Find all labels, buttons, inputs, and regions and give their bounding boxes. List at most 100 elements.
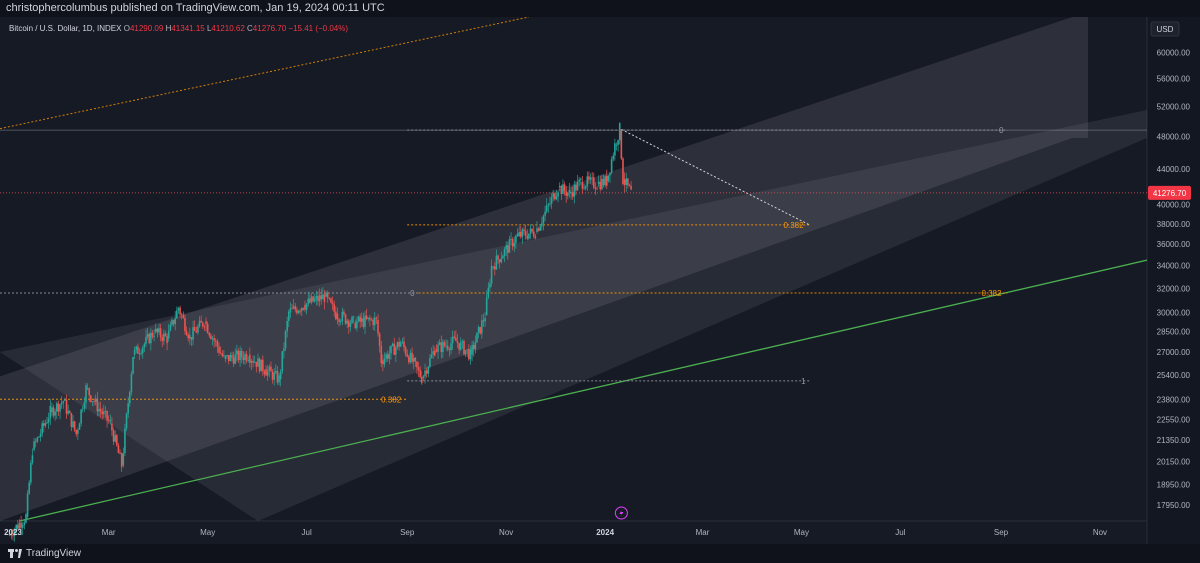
candle-body	[141, 347, 144, 354]
x-tick-label: Jul	[895, 528, 905, 537]
candle-body	[484, 318, 486, 322]
candle-body	[116, 435, 118, 446]
candle-body	[111, 423, 113, 431]
candle-body	[309, 298, 311, 303]
candle-body	[494, 266, 496, 270]
candle-body	[612, 155, 615, 160]
fib-level-label: 0.382	[981, 289, 1002, 298]
candle-body	[214, 340, 217, 342]
candle-body	[135, 346, 138, 351]
candle-body	[13, 529, 16, 536]
candle-body	[145, 336, 147, 344]
candle-body	[445, 345, 447, 347]
candle-body	[570, 192, 572, 194]
candle-body	[524, 231, 527, 236]
candle-body	[23, 522, 26, 526]
candle-body	[610, 159, 613, 173]
candle-body	[618, 123, 621, 141]
candle-body	[596, 188, 598, 190]
candle-body	[43, 423, 45, 426]
candle-body	[562, 184, 564, 194]
tradingview-brand: TradingView	[26, 548, 82, 559]
candle-body	[210, 335, 212, 340]
candle-body	[289, 308, 292, 313]
change-value: −15.41 (−0.04%)	[288, 24, 349, 33]
candle-body	[39, 433, 42, 437]
candle-body	[291, 308, 293, 310]
price-chart[interactable]: 0 0.382 0 0.382 0.382 1 60000.00 56000.00 52000.…	[0, 17, 1200, 544]
candle-body	[104, 410, 107, 412]
candle-body	[206, 324, 209, 334]
candle-body	[60, 402, 63, 405]
open-value: 41290.09	[129, 24, 164, 33]
candle-body	[614, 143, 616, 156]
candle-body	[268, 366, 271, 371]
x-tick-label: 2023	[4, 528, 22, 537]
candle-body	[163, 333, 165, 341]
y-tick-label: 52000.00	[1157, 102, 1191, 111]
candle-body	[180, 314, 183, 316]
candle-body	[117, 445, 120, 454]
candle-body	[526, 235, 529, 239]
candle-body	[125, 413, 128, 429]
y-tick-label: 17950.00	[1157, 501, 1191, 510]
candle-body	[472, 345, 475, 350]
candle-body	[33, 441, 35, 450]
candle-body	[513, 242, 516, 247]
candle-body	[453, 336, 456, 338]
tradingview-logo[interactable]: TradingView	[8, 544, 81, 563]
candle-body	[557, 192, 559, 197]
symbol-name[interactable]: Bitcoin / U.S. Dollar, 1D, INDEX	[9, 24, 122, 33]
footer-bar: TradingView	[0, 544, 1200, 563]
candle-body	[34, 441, 37, 443]
candle-body	[490, 266, 493, 284]
y-tick-label: 34000.00	[1157, 262, 1191, 271]
candle-body	[563, 184, 566, 192]
candle-body	[528, 233, 530, 239]
candle-body	[101, 411, 104, 415]
candle-body	[85, 385, 87, 403]
candle-body	[581, 181, 584, 189]
candle-body	[549, 203, 551, 205]
candle-body	[427, 366, 430, 374]
candle-body	[437, 344, 439, 352]
candle-body	[567, 192, 569, 196]
candle-body	[174, 318, 177, 325]
green-trendline	[19, 259, 1148, 522]
candle-body	[591, 177, 593, 179]
candle-body	[124, 428, 126, 454]
ohlc-legend: Bitcoin / U.S. Dollar, 1D, INDEX O41290.…	[9, 24, 348, 33]
candle-body	[411, 352, 413, 362]
candle-body	[240, 350, 243, 358]
candle-body	[537, 228, 540, 231]
candle-body	[30, 462, 32, 483]
candle-body	[461, 341, 464, 343]
candle-body	[463, 341, 465, 355]
candle-body	[38, 436, 40, 438]
candles	[8, 122, 632, 542]
y-tick-label: 56000.00	[1157, 75, 1191, 84]
candle-body	[31, 455, 34, 463]
y-tick-label: 20150.00	[1157, 458, 1191, 467]
candle-body	[54, 411, 56, 416]
candle-body	[464, 350, 467, 355]
chart-area[interactable]: 0 0.382 0 0.382 0.382 1 60000.00 56000.00 52000.…	[0, 17, 1200, 544]
candle-body	[545, 205, 548, 212]
candle-body	[143, 343, 146, 348]
candle-body	[218, 346, 220, 353]
candle-body	[171, 320, 173, 325]
candle-body	[67, 411, 69, 414]
candle-body	[120, 453, 123, 467]
current-price-label: 41276.70	[1153, 189, 1187, 198]
candle-body	[103, 411, 105, 415]
candle-body	[52, 407, 55, 416]
candle-body	[99, 408, 102, 412]
candle-body	[26, 493, 29, 517]
candle-body	[167, 330, 170, 339]
candle-body	[17, 524, 19, 529]
candle-body	[403, 341, 405, 348]
candle-body	[547, 204, 550, 206]
candle-body	[401, 341, 404, 343]
candle-body	[190, 337, 193, 340]
candle-body	[573, 184, 576, 197]
